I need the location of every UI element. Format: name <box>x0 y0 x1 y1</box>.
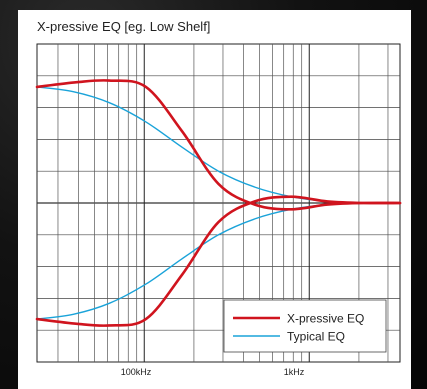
chart-title: X-pressive EQ [eg. Low Shelf] <box>37 19 211 34</box>
legend-label: Typical EQ <box>287 330 345 344</box>
x-tick-label: 1kHz <box>284 367 305 377</box>
x-pressive-eq-curve-boost <box>35 79 402 211</box>
x-tick-label: 100kHz <box>121 367 152 377</box>
legend-label: X-pressive EQ <box>287 312 364 326</box>
legend-box <box>223 299 387 353</box>
x-pressive-eq-curve-cut <box>35 195 402 327</box>
